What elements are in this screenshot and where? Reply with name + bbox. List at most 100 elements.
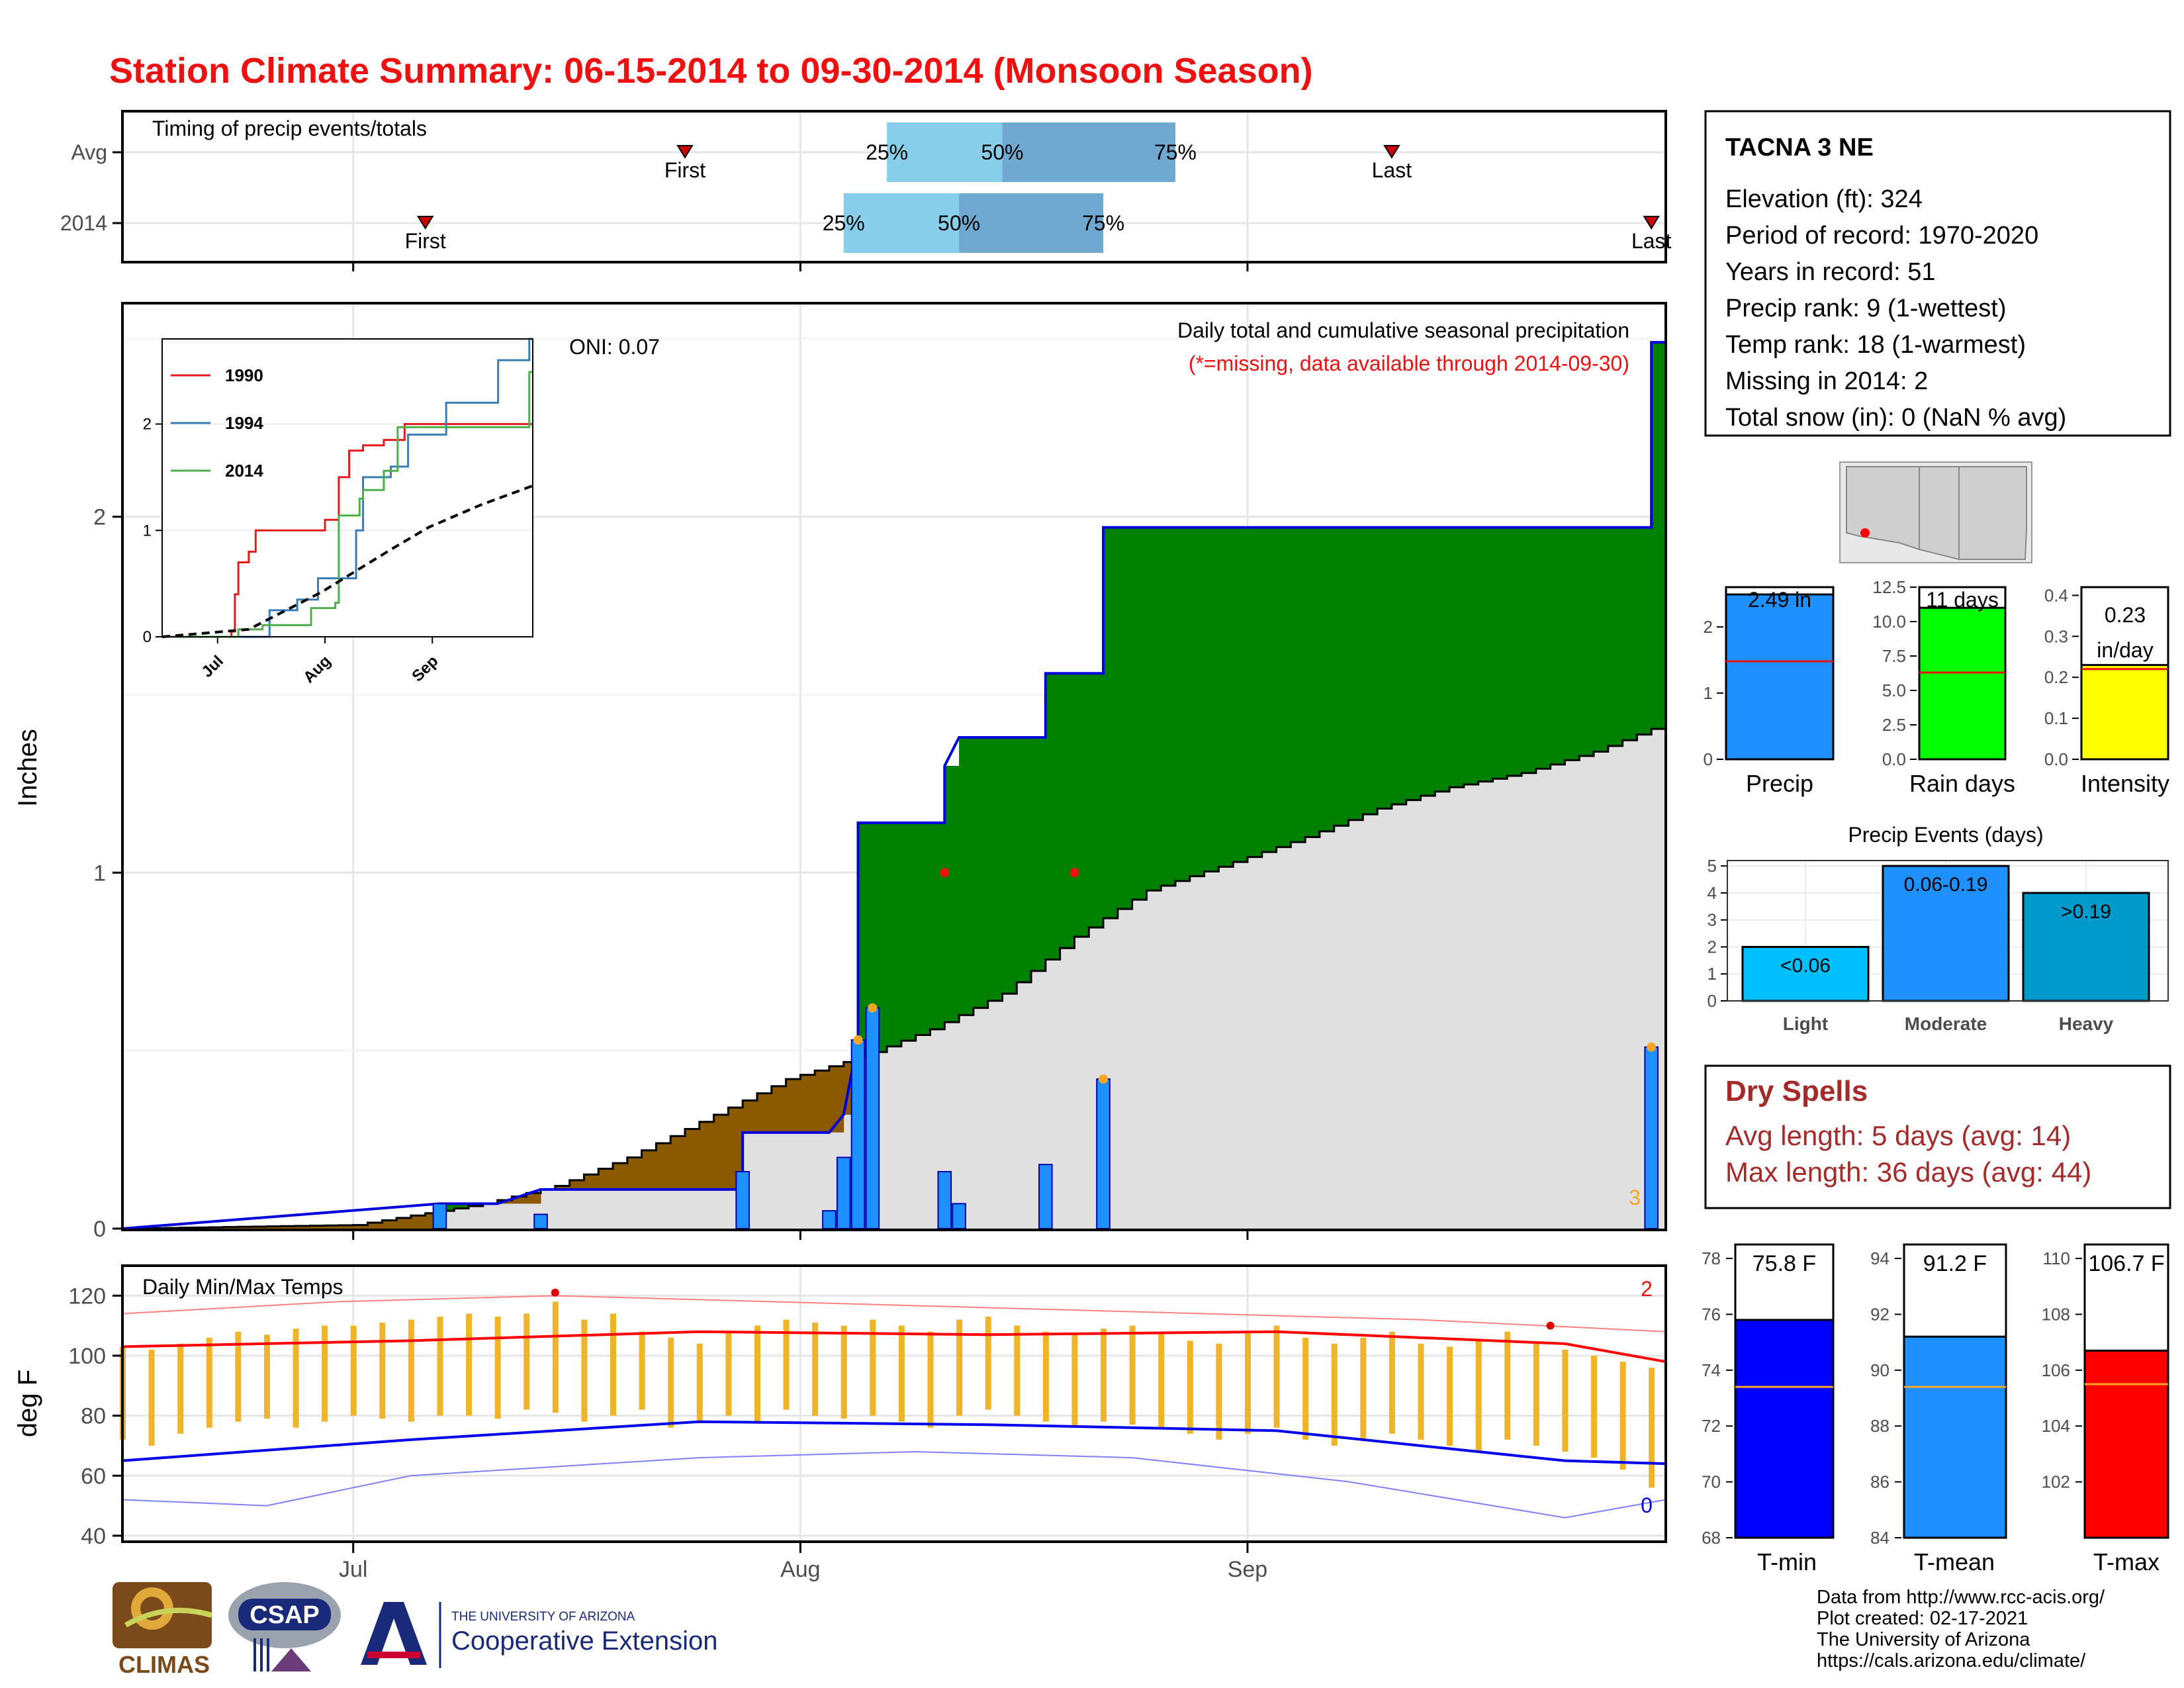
station-name: TACNA 3 NE	[1725, 134, 1874, 162]
surplus-segment	[1594, 527, 1609, 752]
surplus-segment	[1463, 527, 1479, 784]
surplus-segment	[1535, 527, 1551, 769]
daily-temp-range-bar	[668, 1337, 674, 1428]
daily-temp-range-bar	[552, 1301, 559, 1413]
climas-logo: CLIMAS	[113, 1582, 213, 1678]
surplus-segment	[1261, 527, 1277, 853]
summary-y-tick-label: 5.0	[1882, 680, 1906, 700]
deficit-segment	[396, 1217, 412, 1229]
daily-temp-range-bar	[581, 1319, 588, 1422]
surplus-segment	[1420, 527, 1435, 796]
summary-y-tick-label: 0.1	[2044, 708, 2068, 728]
daily-temp-range-bar	[870, 1319, 876, 1416]
station-line: Years in record: 51	[1725, 258, 1936, 286]
surplus-segment	[1276, 527, 1291, 847]
temp-y-tick-label: 106	[2042, 1360, 2070, 1380]
temp-caption: T-max	[2093, 1548, 2160, 1575]
y-tick-label: 40	[81, 1524, 106, 1549]
surplus-segment	[1377, 527, 1392, 809]
surplus-segment	[1492, 527, 1508, 779]
temp-y-tick-label: 94	[1870, 1248, 1889, 1268]
y-tick-label: 2	[93, 505, 106, 530]
daily-precip-bar	[850, 1039, 866, 1229]
timing-row-label: Avg	[71, 140, 107, 164]
deficit-segment	[728, 1107, 743, 1190]
daily-precip-bar	[822, 1210, 837, 1229]
quartile-label: 50%	[981, 140, 1023, 164]
surplus-segment	[1175, 527, 1191, 881]
daily-temp-range-bar	[956, 1319, 963, 1416]
footer-line: Plot created: 02-17-2021	[1817, 1608, 2028, 1629]
surplus-segment	[439, 1203, 455, 1211]
summary-bar	[1725, 593, 1835, 761]
temp-y-tick-label: 90	[1870, 1360, 1889, 1380]
event-caption: Heavy	[2059, 1013, 2114, 1034]
daily-temp-range-bar	[985, 1317, 991, 1410]
surplus-segment	[858, 823, 873, 1058]
daily-precip-bar	[432, 1203, 447, 1230]
deficit-segment	[555, 1186, 570, 1190]
average-min-line	[122, 1420, 1666, 1466]
event-bar-label: <0.06	[1780, 955, 1831, 976]
surplus-segment	[1247, 527, 1263, 857]
daily-precip-bar	[1644, 1046, 1659, 1230]
record-low-line	[122, 1451, 1666, 1519]
daily-temp-range-bar	[1447, 1346, 1453, 1446]
surplus-segment	[973, 737, 989, 1008]
temp-summary-bars: 68 70 72 74 76 78 75.8 F T-min 84 86 88 90 92 94 91.2 …	[1702, 1243, 2169, 1575]
temp-count-top: 2	[1641, 1277, 1653, 1301]
deficit-segment	[670, 1136, 686, 1190]
precip-panel: Inches ONI: 0.07 Daily total and cumulat…	[13, 302, 1667, 1242]
missing-marker	[1069, 868, 1079, 878]
daily-temp-range-bar	[1216, 1343, 1222, 1440]
surplus-segment	[1089, 673, 1104, 928]
daily-temp-range-bar	[610, 1313, 617, 1416]
deficit-segment	[281, 1226, 296, 1229]
temp-summary-bar	[1903, 1335, 2007, 1539]
daily-temp-range-bar	[639, 1331, 645, 1410]
deficit-segment	[310, 1225, 325, 1229]
quartile-label: 50%	[938, 211, 980, 235]
dry-spells-max: Max length: 36 days (avg: 44)	[1725, 1156, 2091, 1188]
daily-temp-range-bar	[235, 1331, 242, 1422]
surplus-segment	[872, 823, 887, 1053]
deficit-segment	[266, 1226, 282, 1229]
quartile-label: 75%	[1154, 140, 1197, 164]
event-bar	[1882, 865, 2010, 1002]
daily-temp-range-bar	[927, 1331, 934, 1428]
inset-legend-label: 1990	[225, 365, 263, 385]
surplus-segment	[1522, 527, 1537, 773]
deficit-segment	[382, 1220, 397, 1229]
daily-temp-range-bar	[898, 1325, 905, 1422]
daily-temp-range-bar	[841, 1325, 847, 1419]
station-line: Total snow (in): 0 (NaN % avg)	[1725, 404, 2066, 432]
daily-temp-range-bar	[1302, 1337, 1309, 1440]
event-caption: Light	[1783, 1013, 1828, 1034]
daily-temp-range-bar	[379, 1323, 386, 1419]
surplus-segment	[1478, 527, 1493, 782]
surplus-segment	[1189, 527, 1205, 876]
summary-y-tick-label: 7.5	[1882, 646, 1906, 666]
surplus-segment	[1204, 527, 1219, 872]
surplus-segment	[887, 823, 902, 1047]
footer-line: https://cals.arizona.edu/climate/	[1817, 1650, 2086, 1671]
surplus-segment	[1146, 527, 1161, 891]
daily-temp-range-bar	[783, 1319, 790, 1410]
daily-temp-range-bar	[1649, 1368, 1655, 1488]
intensity-value: 0.23	[2105, 603, 2146, 627]
precip-ylabel: Inches	[13, 729, 42, 807]
daily-temp-range-bar	[1533, 1343, 1539, 1446]
deficit-segment	[338, 1225, 354, 1229]
surplus-segment	[1305, 527, 1320, 837]
surplus-segment	[1291, 527, 1306, 843]
daily-temp-range-bar	[1014, 1325, 1021, 1416]
daily-temp-range-bar	[1042, 1331, 1049, 1422]
footer-line: Data from http://www.rcc-acis.org/	[1817, 1587, 2105, 1608]
climas-logo-text: CLIMAS	[118, 1651, 210, 1678]
missing-note: (*=missing, data available through 2014-…	[1189, 352, 1629, 375]
y-tick-label: 120	[68, 1284, 106, 1309]
temp-y-tick-label: 86	[1870, 1472, 1889, 1492]
precip-note: Daily total and cumulative seasonal prec…	[1177, 318, 1629, 342]
daily-temp-range-bar	[1244, 1331, 1251, 1434]
